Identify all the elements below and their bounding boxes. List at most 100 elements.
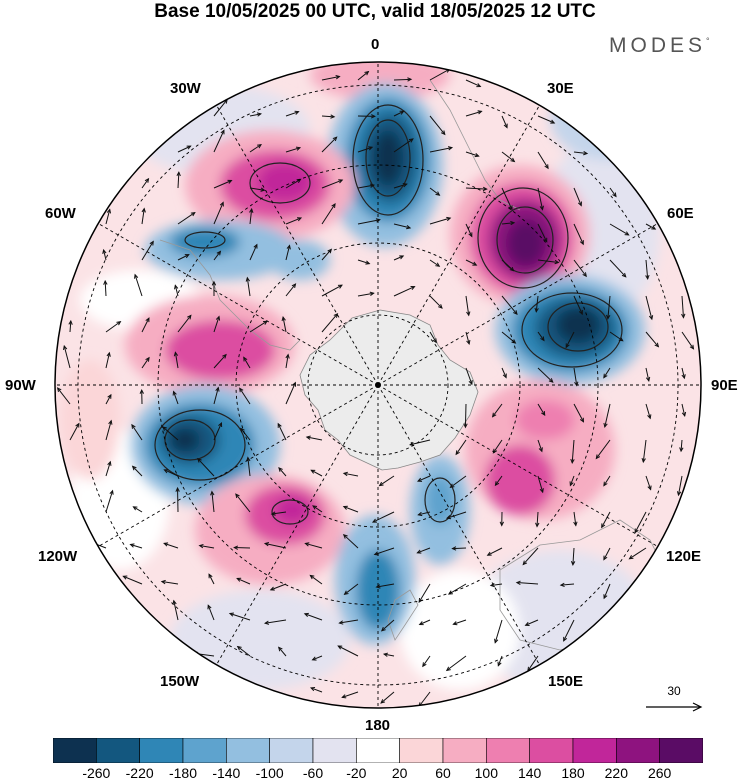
wind-arrow (501, 115, 508, 129)
wind-arrow (213, 353, 227, 369)
wind-arrow (132, 506, 143, 513)
wind-arrow (465, 223, 473, 238)
wind-arrow (213, 129, 225, 153)
wind-arrow (357, 70, 370, 81)
wind-arrow (105, 351, 111, 369)
wind-arrow (429, 146, 454, 153)
wind-arrow (537, 331, 545, 342)
wind-arrow (537, 223, 548, 243)
wind-arrow (645, 403, 652, 420)
wind-arrow (321, 75, 341, 81)
wind-arrow (68, 319, 73, 333)
colorbar-swatch (659, 738, 703, 763)
lon-label-60w: 60W (45, 205, 76, 222)
wind-arrow (285, 381, 297, 405)
wind-arrow (176, 171, 181, 189)
wind-arrow (249, 207, 254, 225)
wind-arrow (429, 331, 437, 344)
wind-arrow (277, 646, 287, 657)
wind-arrow (177, 211, 196, 225)
wind-arrow (321, 136, 338, 153)
wind-arrow (603, 547, 611, 561)
colorbar-swatch (182, 738, 227, 763)
wind-arrow (311, 655, 323, 661)
wind-arrow (69, 422, 80, 441)
wind-arrow (321, 179, 344, 189)
wind-arrow (465, 110, 483, 117)
wind-arrow (249, 112, 262, 117)
wind-arrow (105, 208, 112, 225)
wind-arrow (524, 619, 539, 626)
colorbar-swatch (53, 738, 97, 763)
wind-arrow (235, 493, 251, 513)
colorbar-tick-label: -20 (346, 765, 367, 781)
wind-arrow (249, 143, 262, 153)
wind-arrow (105, 393, 112, 405)
wind-arrow (676, 475, 683, 497)
wind-arrow (213, 250, 222, 261)
wind-arrow (139, 388, 144, 405)
wind-arrow (102, 248, 107, 261)
colorbar-tick-label: 180 (561, 765, 585, 781)
wind-arrow (465, 367, 473, 386)
wind-arrow (537, 259, 560, 265)
wind-arrow (501, 151, 516, 163)
colorbar-swatch (269, 738, 314, 763)
wind-vectors (56, 68, 695, 708)
wind-arrow (429, 295, 443, 309)
wind-arrow (603, 583, 611, 600)
wind-arrow (175, 486, 180, 513)
wind-arrow (305, 435, 323, 441)
wind-arrow (628, 547, 647, 560)
wind-arrow (451, 546, 467, 551)
wind-arrow (342, 505, 359, 513)
wind-arrow (129, 543, 143, 549)
contour-lines (154, 104, 623, 525)
wind-arrow (342, 534, 359, 549)
wind-arrow (357, 259, 371, 265)
wind-arrow (681, 295, 686, 319)
wind-arrow (463, 403, 468, 429)
wind-arrow (515, 580, 539, 585)
wind-arrow (141, 177, 150, 189)
wind-arrow (371, 511, 395, 523)
wind-arrow (645, 331, 660, 348)
colorbar-swatch (616, 738, 660, 763)
colorbar-tick-label: 20 (391, 765, 408, 781)
wind-arrow (172, 599, 179, 621)
wind-arrow (537, 475, 544, 494)
wind-arrow (573, 223, 584, 246)
colorbar-tick-label: 260 (647, 765, 672, 781)
wind-arrow (595, 439, 611, 460)
colorbar-tick-label: -100 (255, 765, 284, 781)
wind-arrow (228, 612, 251, 621)
wind-arrow (634, 511, 647, 534)
wind-arrow (105, 460, 112, 477)
wind-arrow (239, 387, 251, 405)
wind-arrow (465, 295, 471, 317)
wind-arrow (501, 259, 515, 272)
wind-arrow (213, 421, 223, 441)
colorbar-tick-label: -60 (302, 765, 324, 781)
wind-arrow (380, 619, 395, 632)
lon-label-90e: 90E (711, 377, 738, 394)
wind-arrow (609, 259, 627, 278)
wind-arrow (417, 511, 431, 517)
new-zealand-outline (387, 589, 419, 641)
wind-arrow (213, 179, 233, 189)
wind-arrow (269, 583, 287, 591)
wind-arrow (378, 475, 395, 487)
wind-arrow (105, 320, 122, 333)
wind-arrow (177, 314, 192, 333)
wind-arrow (570, 439, 575, 464)
wind-arrow (263, 619, 287, 625)
wind-arrow (160, 579, 179, 585)
reference-arrow-icon (646, 702, 703, 712)
wind-arrow (285, 110, 300, 117)
wind-arrow (393, 138, 414, 153)
wind-arrow (609, 187, 617, 198)
wind-arrow (491, 403, 503, 418)
wind-arrow (281, 315, 287, 333)
wind-arrow (105, 419, 113, 441)
wind-arrow (321, 114, 336, 119)
